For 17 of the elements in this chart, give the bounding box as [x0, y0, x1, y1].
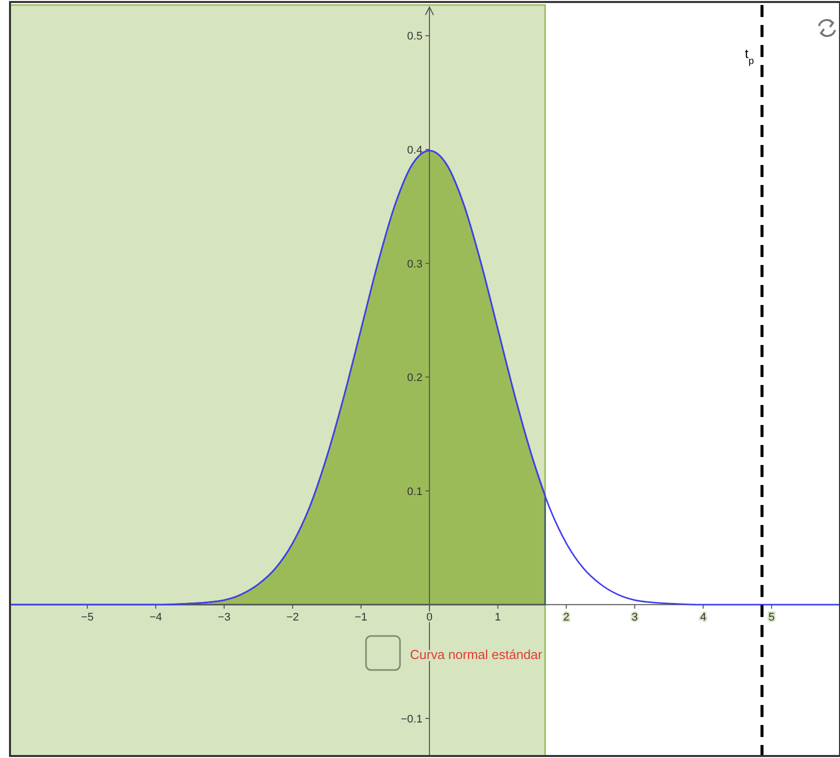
x-tick-label: 5 — [768, 612, 775, 624]
y-tick-label: 0.3 — [407, 258, 422, 270]
y-tick-label: 0.4 — [407, 144, 422, 157]
x-tick-label: 4 — [700, 612, 706, 624]
x-tick-label: −5 — [81, 612, 94, 624]
y-tick-label: 0.5 — [407, 30, 422, 43]
x-tick-label: 1 — [494, 612, 501, 624]
x-tick-label: 3 — [632, 612, 638, 624]
y-tick-label: −0.1 — [400, 713, 422, 726]
x-tick-label: 2 — [563, 612, 570, 624]
ref-line-label: t$_{p}$ — [744, 46, 755, 66]
x-tick-label: −2 — [286, 612, 299, 624]
y-tick-label: 0.1 — [407, 486, 422, 498]
x-tick-label: −1 — [354, 612, 368, 624]
y-tick-label: 0.2 — [407, 372, 422, 384]
x-tick-label: −3 — [218, 612, 230, 624]
x-tick-label: −4 — [149, 612, 162, 624]
